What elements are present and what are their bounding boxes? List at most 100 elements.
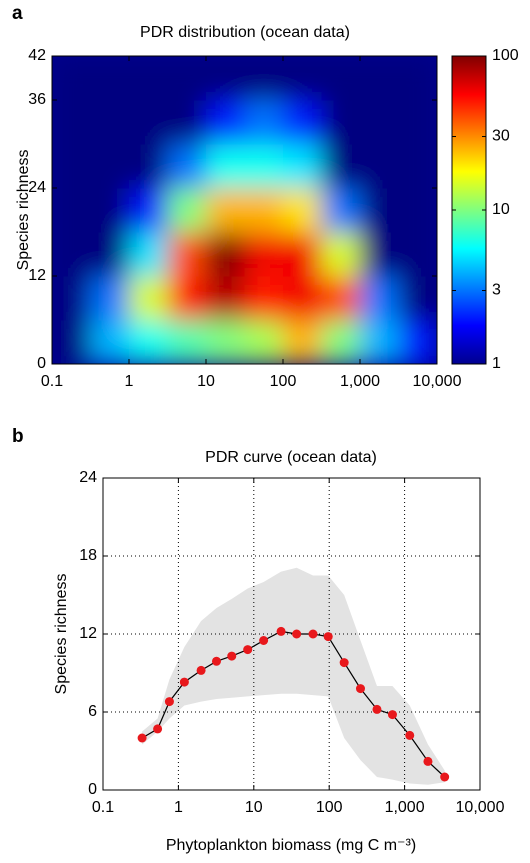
point bbox=[196, 665, 206, 675]
heat-cell bbox=[52, 56, 91, 101]
point bbox=[440, 772, 450, 782]
colorbar-tick-label: 100 bbox=[492, 47, 519, 64]
heat-cell bbox=[90, 56, 130, 101]
heat-cell bbox=[167, 188, 207, 233]
heat-cell bbox=[167, 100, 207, 145]
heat-cell bbox=[360, 144, 399, 189]
heat-cell bbox=[206, 188, 245, 233]
heat-cell bbox=[283, 320, 322, 364]
x-tick-label: 10,000 bbox=[456, 799, 505, 816]
point bbox=[405, 730, 415, 740]
heat-cell bbox=[398, 144, 437, 189]
heat-cell bbox=[206, 232, 245, 277]
heat-cell bbox=[52, 320, 91, 364]
point bbox=[137, 733, 147, 743]
heat-cell bbox=[129, 56, 168, 101]
heat-cell bbox=[321, 56, 361, 101]
y-tick-label: 6 bbox=[88, 703, 97, 720]
point bbox=[211, 656, 221, 666]
heat-cell bbox=[129, 188, 168, 233]
colorbar-tick-label: 1 bbox=[492, 355, 501, 372]
point bbox=[243, 645, 253, 655]
y-tick-label: 0 bbox=[37, 355, 46, 372]
point bbox=[227, 651, 237, 661]
heat-cell bbox=[167, 276, 207, 321]
y-tick-label: 12 bbox=[28, 267, 46, 284]
y-tick-label: 24 bbox=[79, 469, 97, 486]
heat-cell bbox=[52, 144, 91, 189]
heat-cell bbox=[321, 188, 361, 233]
heat-cell bbox=[321, 144, 361, 189]
x-tick-label: 1 bbox=[174, 799, 183, 816]
point bbox=[259, 636, 269, 645]
heat-cell bbox=[321, 100, 361, 145]
panel-label: b bbox=[12, 426, 24, 447]
heat-cell bbox=[398, 232, 437, 277]
y-tick-label: 12 bbox=[79, 625, 97, 642]
y-tick-label: 42 bbox=[28, 47, 46, 64]
heat-cell bbox=[283, 232, 322, 277]
heat-cell bbox=[129, 100, 168, 145]
heatmap-cells bbox=[52, 56, 437, 364]
point bbox=[387, 710, 397, 720]
heat-cell bbox=[129, 320, 168, 364]
heat-cell bbox=[90, 232, 130, 277]
heat-cell bbox=[398, 276, 437, 321]
heat-cell bbox=[283, 56, 322, 101]
x-tick-label: 10,000 bbox=[413, 373, 462, 390]
plot-frame bbox=[51, 55, 438, 365]
colorbar-tick-label: 3 bbox=[492, 282, 501, 299]
heat-cell bbox=[244, 100, 284, 145]
x-tick-label: 0.1 bbox=[41, 373, 63, 390]
heat-cell bbox=[360, 276, 399, 321]
heat-cell bbox=[283, 144, 322, 189]
heat-cell bbox=[244, 232, 284, 277]
x-tick-label: 1,000 bbox=[340, 373, 380, 390]
heat-cell bbox=[52, 100, 91, 145]
heat-cell bbox=[283, 100, 322, 145]
point bbox=[153, 724, 163, 734]
heat-cell bbox=[167, 232, 207, 277]
heat-cell bbox=[360, 320, 399, 364]
heat-cell bbox=[206, 100, 245, 145]
heat-cell bbox=[244, 144, 284, 189]
point bbox=[276, 626, 286, 636]
heat-cell bbox=[321, 320, 361, 364]
point bbox=[355, 684, 365, 694]
colorbar-tick-label: 30 bbox=[492, 128, 510, 145]
point bbox=[292, 629, 302, 639]
y-tick-label: 18 bbox=[79, 547, 97, 564]
heat-cell bbox=[206, 276, 245, 321]
colorbar-tick-label: 10 bbox=[492, 201, 510, 218]
heat-cell bbox=[244, 188, 284, 233]
heat-cell bbox=[244, 56, 284, 101]
heat-cell bbox=[283, 276, 322, 321]
point bbox=[323, 632, 333, 642]
point bbox=[372, 704, 382, 714]
colorbar bbox=[451, 55, 487, 365]
heat-cell bbox=[283, 188, 322, 233]
x-tick-label: 0.1 bbox=[92, 799, 114, 816]
x-tick-label: 100 bbox=[270, 373, 297, 390]
heat-cell bbox=[360, 188, 399, 233]
heat-cell bbox=[321, 232, 361, 277]
x-tick-label: 10 bbox=[245, 799, 263, 816]
heat-cell bbox=[90, 320, 130, 364]
y-tick-label: 24 bbox=[28, 179, 46, 196]
heat-cell bbox=[398, 188, 437, 233]
x-axis-label: Phytoplankton biomass (mg C m⁻³) bbox=[166, 837, 416, 854]
plot-frame bbox=[102, 477, 481, 791]
point bbox=[339, 658, 349, 668]
y-tick-label: 36 bbox=[28, 91, 46, 108]
x-tick-label: 1,000 bbox=[385, 799, 425, 816]
heat-cell bbox=[398, 56, 437, 101]
y-axis-label: Species richness bbox=[53, 574, 70, 695]
heatmap bbox=[52, 56, 437, 364]
point bbox=[308, 629, 318, 639]
y-axis-label: Species richness bbox=[15, 150, 32, 271]
chart-title: PDR curve (ocean data) bbox=[205, 449, 377, 466]
heat-cell bbox=[90, 144, 130, 189]
point bbox=[423, 756, 433, 766]
heat-cell bbox=[398, 320, 437, 364]
